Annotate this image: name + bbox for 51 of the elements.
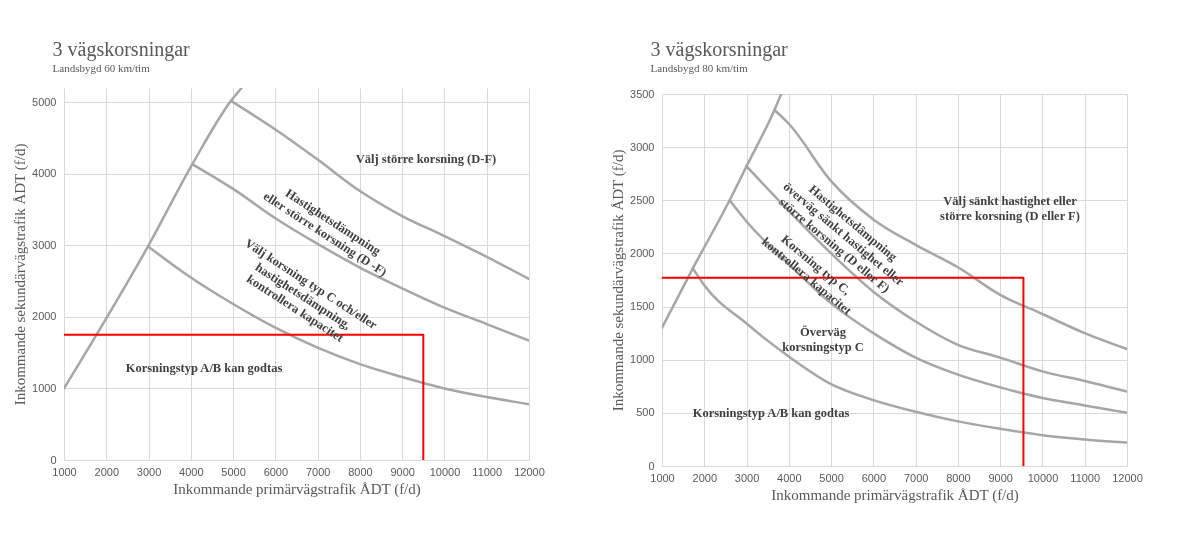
x-axis-title: Inkommande primärvägstrafik ÅDT (f/d) [173,480,421,498]
x-tick-label: 1000 [52,465,77,478]
chart-title: 3 vägskorsningar [52,38,191,61]
x-tick-label: 12000 [1112,471,1143,484]
y-tick-label: 5000 [32,95,57,108]
y-tick-label: 2000 [630,246,655,259]
x-tick-label: 6000 [861,471,887,484]
y-tick-label: 1500 [630,300,655,313]
x-tick-label: 6000 [263,465,289,478]
x-tick-label: 2000 [94,465,120,478]
x-tick-label: 5000 [221,465,246,478]
y-tick-label: 0 [50,453,57,466]
y-tick-label: 500 [636,406,655,419]
y-axis-title: Inkommande sekundärvägstrafik ÅDT (f/d) [12,143,30,406]
x-tick-label: 1000 [650,471,675,484]
y-tick-label: 2500 [630,193,655,206]
x-tick-label: 11000 [1070,471,1101,484]
x-tick-label: 9000 [988,471,1013,484]
x-tick-label: 3000 [136,465,162,478]
y-tick-label: 3000 [630,140,655,153]
x-tick-label: 7000 [903,471,929,484]
x-tick-label: 8000 [946,471,971,484]
annotation: Korsningstyp A/B kan godtas [692,406,850,420]
chart-subtitle: Landsbygd 80 km/tim [650,62,749,74]
x-tick-label: 12000 [514,465,545,478]
annotation: Korsningstyp A/B kan godtas [125,361,283,375]
chart-subtitle: Landsbygd 60 km/tim [52,62,151,74]
x-tick-label: 2000 [692,471,718,484]
x-tick-label: 10000 [429,465,461,478]
y-tick-label: 1000 [32,381,57,394]
y-axis-title: Inkommande sekundärvägstrafik ÅDT (f/d) [610,149,628,412]
annotation: Välj större korsning (D-F) [355,152,497,166]
chart-title: 3 vägskorsningar [650,38,789,61]
x-tick-label: 11000 [472,465,503,478]
annotation: Överväg korsningstyp C [782,325,864,354]
x-tick-label: 5000 [819,471,844,484]
y-tick-label: 4000 [32,167,57,180]
annotation: Välj sänkt hastighet eller större korsning (D eller F) [940,194,1080,223]
x-tick-label: 8000 [348,465,373,478]
y-tick-label: 1000 [630,353,655,366]
x-tick-label: 9000 [390,465,415,478]
x-tick-label: 3000 [734,471,760,484]
y-tick-label: 3500 [630,87,655,100]
y-tick-label: 3000 [32,238,57,251]
y-tick-label: 0 [648,459,655,472]
x-axis-title: Inkommande primärvägstrafik ÅDT (f/d) [771,486,1019,504]
x-tick-label: 4000 [179,465,204,478]
y-tick-label: 2000 [32,310,57,323]
x-tick-label: 10000 [1027,471,1059,484]
x-tick-label: 7000 [305,465,331,478]
x-tick-label: 4000 [777,471,802,484]
